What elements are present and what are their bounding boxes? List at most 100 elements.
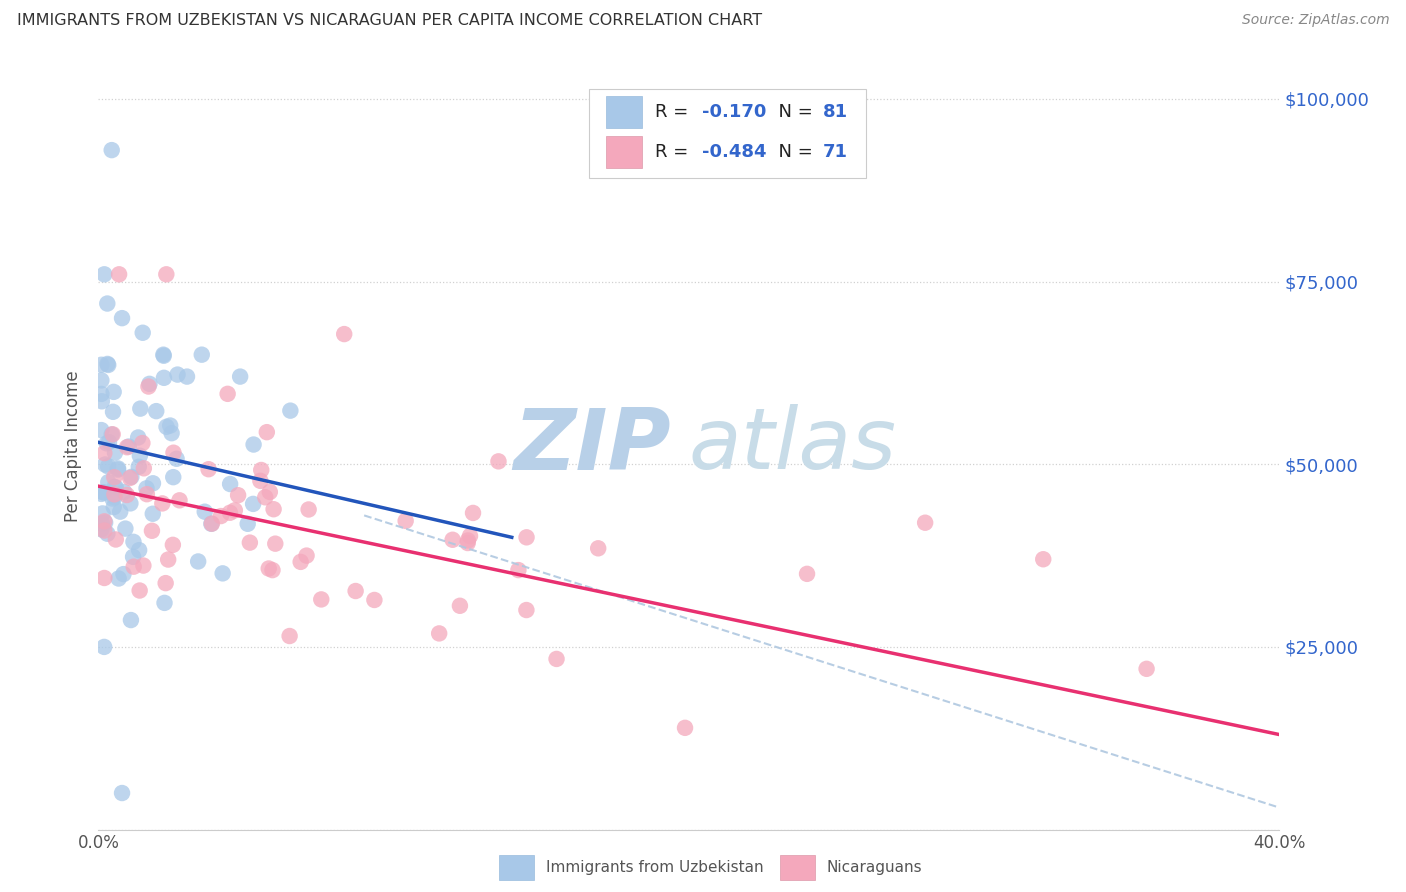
Point [159, 418, 181, 433]
Point [96, 526, 118, 541]
FancyBboxPatch shape [499, 855, 534, 880]
Point [673, 721, 696, 735]
Point [242, 497, 264, 511]
Point [107, 572, 129, 586]
Point [103, 487, 125, 501]
Point [155, 419, 177, 434]
Point [94, 516, 117, 530]
Point [191, 348, 214, 362]
Point [104, 481, 127, 495]
Point [194, 505, 217, 519]
Point [150, 496, 173, 510]
Point [90, 516, 112, 531]
Point [128, 449, 150, 463]
Point [93, 640, 115, 654]
Point [97, 358, 120, 372]
Point [141, 524, 163, 538]
Point [508, 563, 530, 577]
Point [1136, 662, 1159, 676]
Point [219, 477, 242, 491]
Point [344, 584, 367, 599]
Point [104, 445, 127, 459]
Point [101, 427, 124, 442]
Point [101, 491, 124, 506]
FancyBboxPatch shape [606, 136, 641, 169]
Point [236, 516, 259, 531]
Point [122, 559, 145, 574]
FancyBboxPatch shape [589, 89, 866, 178]
Point [155, 268, 177, 282]
Point [93, 571, 115, 585]
Point [145, 404, 167, 418]
Point [254, 491, 277, 505]
Point [101, 405, 124, 419]
Point [311, 592, 333, 607]
Point [166, 368, 188, 382]
Text: N =: N = [766, 144, 818, 161]
Point [152, 348, 174, 362]
Point [100, 143, 122, 157]
Point [90, 358, 112, 372]
Point [142, 476, 165, 491]
Point [257, 561, 280, 575]
Point [201, 516, 224, 531]
FancyBboxPatch shape [606, 96, 641, 128]
Point [153, 596, 176, 610]
Point [290, 555, 312, 569]
Point [138, 376, 160, 391]
Point [333, 327, 356, 342]
Point [120, 470, 142, 484]
Point [115, 440, 138, 454]
Point [363, 593, 385, 607]
Point [461, 506, 484, 520]
Text: 81: 81 [823, 103, 848, 121]
Point [97, 475, 120, 490]
Point [128, 459, 150, 474]
Point [128, 543, 150, 558]
Point [224, 503, 246, 517]
Y-axis label: Per Capita Income: Per Capita Income [65, 370, 83, 522]
Point [138, 379, 160, 393]
Point [264, 536, 287, 550]
Point [242, 437, 264, 451]
Point [103, 384, 125, 399]
Point [1032, 552, 1054, 566]
Point [107, 463, 129, 477]
Text: N =: N = [766, 103, 818, 121]
Point [120, 613, 142, 627]
Point [249, 474, 271, 488]
Text: R =: R = [655, 144, 693, 161]
Point [280, 403, 302, 417]
Point [458, 529, 481, 543]
Point [457, 536, 479, 550]
Point [108, 268, 131, 282]
Point [586, 541, 609, 556]
Point [97, 459, 120, 474]
Point [142, 507, 165, 521]
Point [103, 480, 125, 494]
Text: 71: 71 [823, 144, 848, 161]
Text: atlas: atlas [689, 404, 897, 488]
Point [93, 485, 115, 500]
Point [427, 626, 450, 640]
Point [256, 425, 278, 439]
Point [209, 509, 232, 524]
Point [122, 534, 145, 549]
Point [229, 369, 252, 384]
Text: -0.484: -0.484 [702, 144, 766, 161]
Point [278, 629, 301, 643]
Text: R =: R = [655, 103, 693, 121]
Point [441, 533, 464, 547]
Point [197, 462, 219, 476]
Point [91, 485, 114, 500]
Text: Immigrants from Uzbekistan: Immigrants from Uzbekistan [546, 860, 763, 875]
Point [259, 484, 281, 499]
Point [262, 563, 284, 577]
Point [120, 471, 142, 485]
Point [107, 461, 129, 475]
Point [103, 491, 125, 505]
Point [122, 549, 145, 564]
Text: -0.170: -0.170 [702, 103, 766, 121]
Point [93, 514, 115, 528]
Point [211, 566, 233, 581]
